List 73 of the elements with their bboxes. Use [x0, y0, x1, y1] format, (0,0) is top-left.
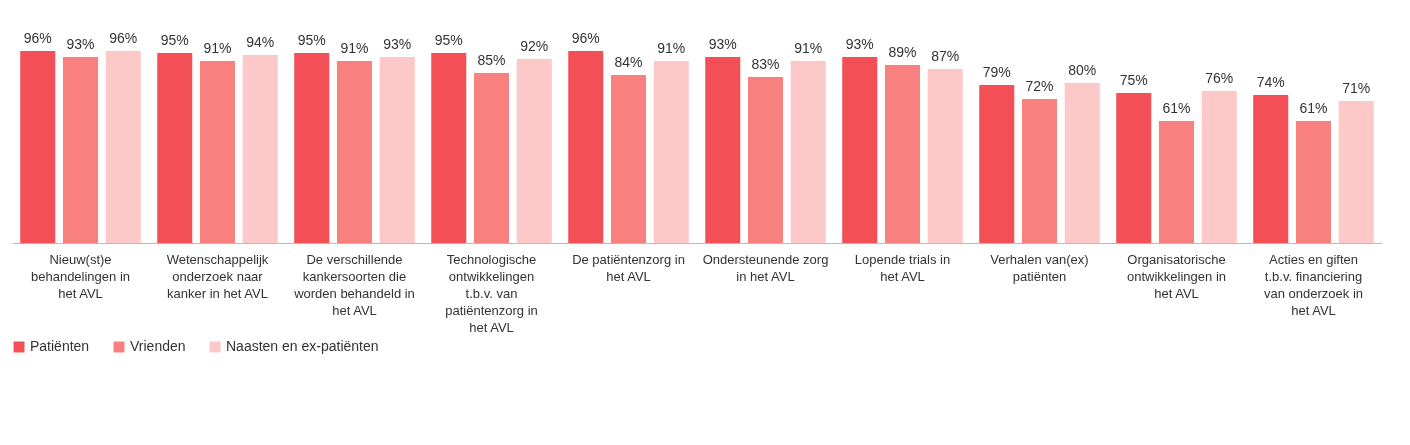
- x-tick-label: Nieuw(st)e behandelingen in het AVL: [30, 251, 131, 301]
- bar: [294, 53, 330, 243]
- bar: [842, 57, 878, 243]
- data-label: 92%: [520, 38, 549, 54]
- data-label: 83%: [751, 56, 780, 72]
- bar: [1201, 91, 1237, 243]
- data-label: 74%: [1256, 74, 1285, 90]
- data-label: 93%: [708, 36, 737, 52]
- bar: [1338, 101, 1374, 243]
- bar: [705, 57, 741, 243]
- x-tick-label: Technologische ontwikkelingen t.b.v. van patiëntenzorg in het AVL: [445, 251, 538, 335]
- data-label: 87%: [931, 48, 960, 64]
- data-label: 61%: [1299, 100, 1328, 116]
- data-label: 91%: [203, 40, 232, 56]
- x-tick-label: Organisatorische ontwikkelingen in het AVL: [1126, 251, 1227, 301]
- x-tick-label: Wetenschappelijk onderzoek naar kanker in het AVL: [166, 251, 269, 301]
- data-label: 79%: [982, 64, 1011, 80]
- x-tick-label: Lopende trials in het AVL: [854, 251, 951, 284]
- data-label: 71%: [1342, 80, 1371, 96]
- data-label: 72%: [1025, 78, 1054, 94]
- bar: [1158, 121, 1195, 243]
- data-label: 95%: [434, 32, 463, 48]
- bar: [610, 75, 647, 243]
- bar: [1295, 121, 1332, 243]
- bar: [1253, 95, 1289, 243]
- data-label: 95%: [297, 32, 326, 48]
- data-label: 96%: [109, 30, 138, 46]
- data-label: 91%: [794, 40, 823, 56]
- bar: [516, 59, 552, 243]
- bar: [336, 61, 373, 243]
- legend-label: Naasten en ex-patiënten: [226, 338, 379, 354]
- bar: [568, 51, 604, 243]
- bar: [62, 57, 99, 243]
- data-label: 93%: [383, 36, 412, 52]
- data-label: 96%: [571, 30, 600, 46]
- x-tick-label: Ondersteunende zorg in het AVL: [702, 251, 829, 284]
- data-label: 80%: [1068, 62, 1097, 78]
- data-label: 93%: [845, 36, 874, 52]
- legend-label: Vrienden: [130, 338, 186, 354]
- bar: [927, 69, 963, 243]
- data-label: 75%: [1119, 72, 1148, 88]
- bar: [379, 57, 415, 243]
- bar: [884, 65, 921, 243]
- data-label: 95%: [160, 32, 189, 48]
- bar: [979, 85, 1015, 243]
- data-label: 91%: [657, 40, 686, 56]
- bar: [1021, 99, 1058, 243]
- bar: [790, 61, 826, 243]
- x-tick-label: De verschillende kankersoorten die worden behandeld in het AVL: [293, 251, 415, 318]
- bar: [1064, 83, 1100, 243]
- bar: [1116, 93, 1152, 243]
- x-tick-label: Acties en giften t.b.v. financiering van onderzoek in het AVL: [1263, 251, 1364, 318]
- data-label: 93%: [66, 36, 95, 52]
- data-label: 61%: [1162, 100, 1191, 116]
- data-label: 96%: [23, 30, 52, 46]
- x-tick-label: De patiëntenzorg in het AVL: [572, 251, 685, 284]
- bar: [105, 51, 141, 243]
- bar: [20, 51, 56, 243]
- bar: [157, 53, 193, 243]
- x-tick-label: Verhalen van(ex) patiënten: [990, 251, 1089, 284]
- data-label: 94%: [246, 34, 275, 50]
- data-label: 85%: [477, 52, 506, 68]
- bar: [653, 61, 689, 243]
- bar: [199, 61, 236, 243]
- data-label: 84%: [614, 54, 643, 70]
- bar: [473, 73, 510, 243]
- bar: [431, 53, 467, 243]
- bar: [747, 77, 784, 243]
- data-label: 89%: [888, 44, 917, 60]
- data-label: 76%: [1205, 70, 1234, 86]
- legend-label: Patiënten: [30, 338, 90, 354]
- data-label: 91%: [340, 40, 369, 56]
- bar: [242, 55, 278, 243]
